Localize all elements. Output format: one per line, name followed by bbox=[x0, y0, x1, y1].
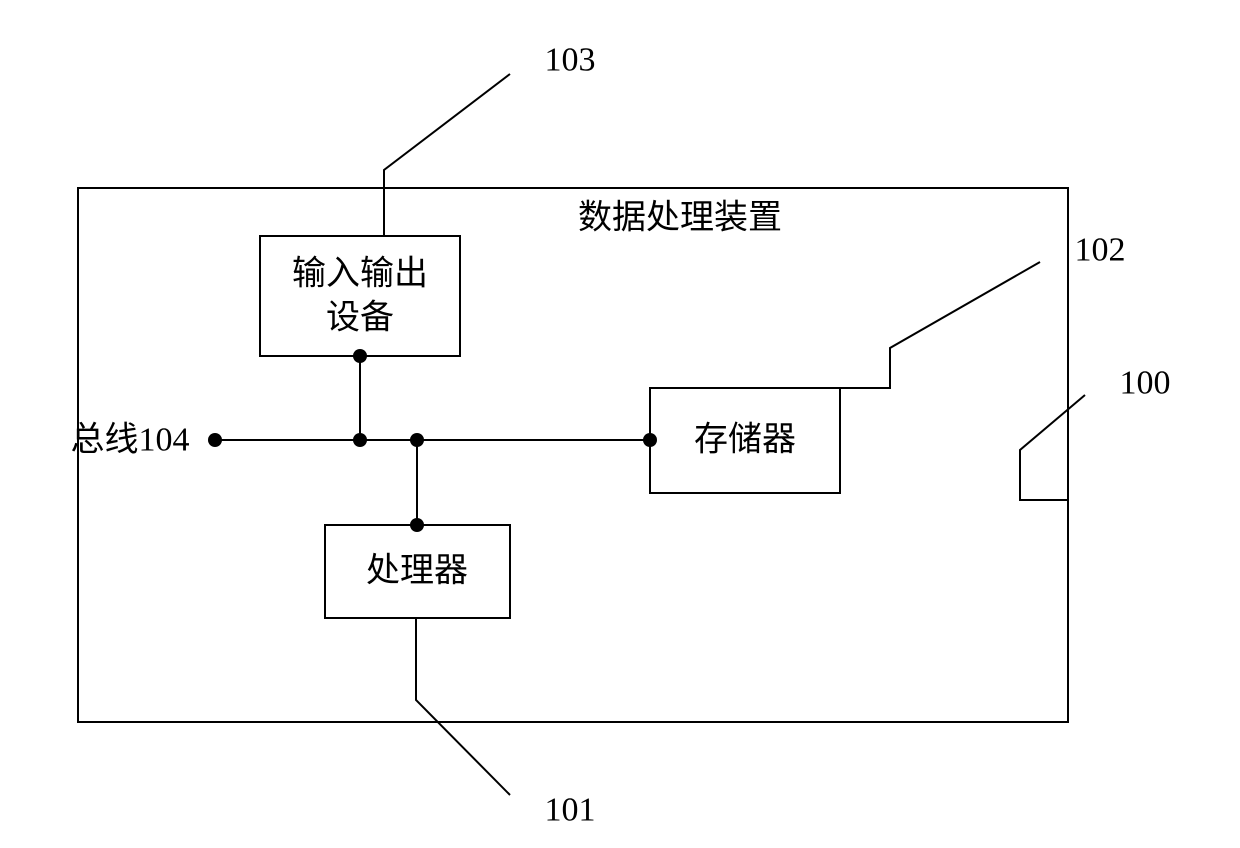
io-block-line2: 设备 bbox=[326, 299, 394, 337]
outer-container-box bbox=[78, 188, 1068, 722]
cpu-block-label: 处理器 bbox=[366, 553, 468, 590]
io-block-line1: 输入输出 bbox=[292, 255, 428, 293]
memory-block-label: 存储器 bbox=[694, 421, 796, 459]
bus-label: 总线104 bbox=[71, 421, 190, 459]
io-bus-junction-dot bbox=[353, 433, 367, 447]
diagram-canvas: 数据处理装置 输入输出 设备 存储器 处理器 总线104 103 102 100… bbox=[0, 0, 1240, 848]
io-bottom-dot bbox=[353, 349, 367, 363]
cpu-bus-junction-dot bbox=[410, 433, 424, 447]
callout-102-leader bbox=[840, 262, 1040, 388]
outer-box-title: 数据处理装置 bbox=[578, 199, 782, 237]
callout-103-label: 103 bbox=[545, 42, 596, 79]
callout-100-leader bbox=[1020, 395, 1085, 500]
cpu-top-dot bbox=[410, 518, 424, 532]
callout-103-leader bbox=[384, 74, 510, 236]
bus-memory-dot bbox=[643, 433, 657, 447]
io-block bbox=[260, 236, 460, 356]
callout-101-label: 101 bbox=[545, 792, 596, 829]
callout-102-label: 102 bbox=[1075, 232, 1126, 269]
bus-start-dot bbox=[208, 433, 222, 447]
callout-101-leader bbox=[416, 618, 510, 795]
callout-100-label: 100 bbox=[1120, 365, 1171, 402]
